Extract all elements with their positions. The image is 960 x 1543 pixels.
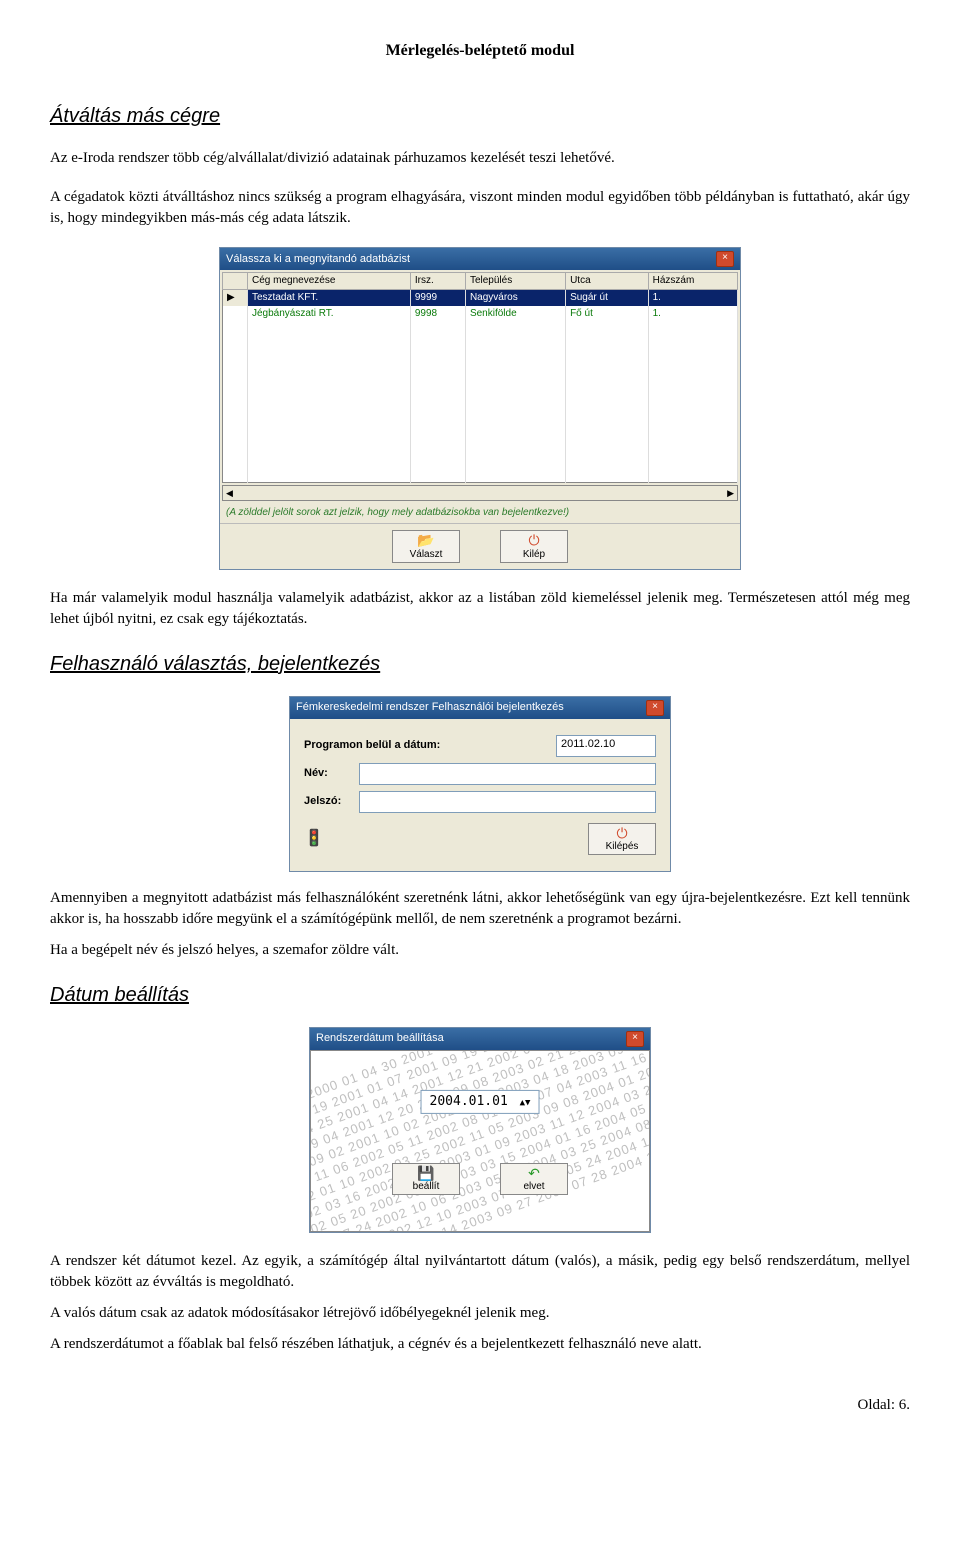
spinner-icon[interactable]: ▲▼ bbox=[520, 1097, 531, 1107]
date-field[interactable]: 2011.02.10 bbox=[556, 735, 656, 757]
folder-open-icon: 📂 bbox=[401, 533, 451, 548]
col-city: Település bbox=[465, 273, 565, 290]
page-footer: Oldal: 6. bbox=[50, 1395, 910, 1416]
date-input[interactable]: 2004.01.01 ▲▼ bbox=[421, 1089, 540, 1113]
paragraph: Ha már valamelyik modul használja valame… bbox=[50, 588, 910, 630]
col-street: Utca bbox=[566, 273, 649, 290]
section-title-switch: Átváltás más cégre bbox=[50, 102, 910, 130]
window-titlebar: Fémkereskedelmi rendszer Felhasználói be… bbox=[290, 697, 670, 719]
exit-button[interactable]: ⏻ Kilép bbox=[500, 530, 568, 562]
col-company: Cég megnevezése bbox=[248, 273, 411, 290]
table-row bbox=[223, 354, 738, 370]
table-row bbox=[223, 370, 738, 386]
table-header-row: Cég megnevezése Irsz. Település Utca Ház… bbox=[223, 273, 738, 290]
undo-icon: ↶ bbox=[509, 1166, 559, 1181]
paragraph: A cégadatok közti átválltáshoz nincs szü… bbox=[50, 187, 910, 229]
table-row bbox=[223, 402, 738, 418]
name-input[interactable] bbox=[359, 763, 656, 785]
table-row bbox=[223, 450, 738, 466]
table-row bbox=[223, 434, 738, 450]
save-icon: 💾 bbox=[401, 1166, 451, 1181]
date-window: Rendszerdátum beállítása × 08 12 2000 01… bbox=[309, 1027, 651, 1233]
login-window: Fémkereskedelmi rendszer Felhasználói be… bbox=[289, 696, 671, 872]
button-bar: 📂 Választ ⏻ Kilép bbox=[220, 523, 740, 568]
date-background: 08 12 2000 01 04 30 2001 09 12 2002 03 0… bbox=[310, 1050, 650, 1232]
scroll-right-icon[interactable]: ▶ bbox=[724, 487, 737, 500]
set-button[interactable]: 💾 beállít bbox=[392, 1163, 460, 1195]
table-row bbox=[223, 418, 738, 434]
page-header: Mérlegelés-beléptető modul bbox=[50, 40, 910, 62]
exit-button[interactable]: ⏻ Kilépés bbox=[588, 823, 656, 855]
paragraph: A valós dátum csak az adatok módosításak… bbox=[50, 1303, 910, 1324]
close-icon[interactable]: × bbox=[716, 251, 734, 267]
col-zip: Irsz. bbox=[410, 273, 465, 290]
scroll-left-icon[interactable]: ◀ bbox=[223, 487, 236, 500]
section-title-date: Dátum beállítás bbox=[50, 981, 910, 1009]
exit-icon: ⏻ bbox=[597, 826, 647, 841]
table-row bbox=[223, 466, 738, 483]
name-label: Név: bbox=[304, 766, 359, 781]
window-titlebar: Rendszerdátum beállítása × bbox=[310, 1028, 650, 1050]
paragraph: A rendszer két dátumot kezel. Az egyik, … bbox=[50, 1251, 910, 1293]
table-row bbox=[223, 322, 738, 338]
window-title: Válassza ki a megnyitandó adatbázist bbox=[226, 252, 410, 267]
paragraph: Amennyiben a megnyitott adatbázist más f… bbox=[50, 888, 910, 930]
password-label: Jelszó: bbox=[304, 794, 359, 809]
table-row[interactable]: ▶ Tesztadat KFT. 9999 Nagyváros Sugár út… bbox=[223, 290, 738, 307]
date-label: Programon belül a dátum: bbox=[304, 738, 474, 753]
close-icon[interactable]: × bbox=[626, 1031, 644, 1047]
cancel-button[interactable]: ↶ elvet bbox=[500, 1163, 568, 1195]
table-row bbox=[223, 338, 738, 354]
col-house: Házszám bbox=[648, 273, 737, 290]
traffic-light-icon: 🚦 bbox=[304, 828, 324, 850]
window-titlebar: Válassza ki a megnyitandó adatbázist × bbox=[220, 248, 740, 270]
table-row[interactable]: Jégbányászati RT. 9998 Senkifölde Fő út … bbox=[223, 306, 738, 322]
window-title: Rendszerdátum beállítása bbox=[316, 1031, 444, 1046]
window-title: Fémkereskedelmi rendszer Felhasználói be… bbox=[296, 700, 564, 715]
paragraph: Ha a begépelt név és jelszó helyes, a sz… bbox=[50, 940, 910, 961]
db-select-window: Válassza ki a megnyitandó adatbázist × C… bbox=[219, 247, 741, 569]
paragraph: A rendszerdátumot a főablak bal felső ré… bbox=[50, 1334, 910, 1355]
table-row bbox=[223, 386, 738, 402]
password-input[interactable] bbox=[359, 791, 656, 813]
exit-icon: ⏻ bbox=[509, 533, 559, 548]
select-button[interactable]: 📂 Választ bbox=[392, 530, 460, 562]
db-hint: (A zölddel jelölt sorok azt jelzik, hogy… bbox=[220, 503, 740, 523]
paragraph: Az e-Iroda rendszer több cég/alvállalat/… bbox=[50, 148, 910, 169]
section-title-login: Felhasználó választás, bejelentkezés bbox=[50, 650, 910, 678]
close-icon[interactable]: × bbox=[646, 700, 664, 716]
db-table: Cég megnevezése Irsz. Település Utca Ház… bbox=[222, 272, 738, 483]
